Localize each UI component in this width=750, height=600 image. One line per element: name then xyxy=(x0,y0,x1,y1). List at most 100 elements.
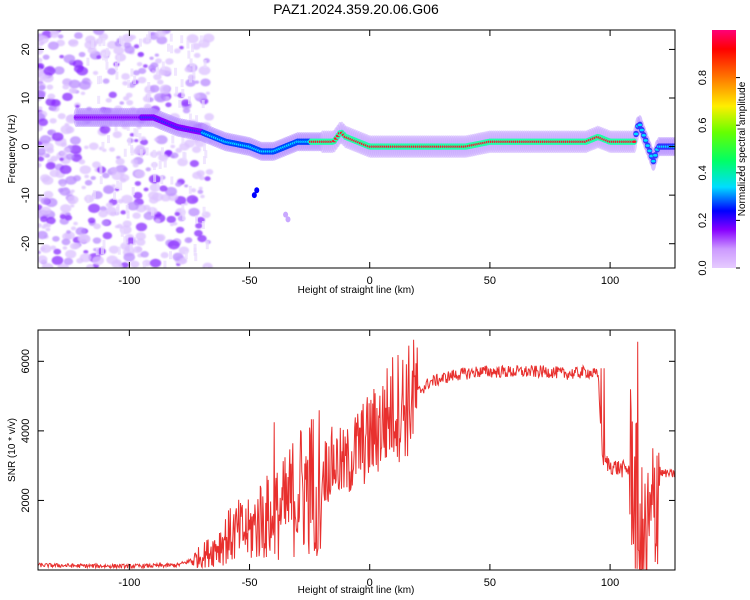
noise-blob xyxy=(57,113,66,120)
noise-haze xyxy=(180,79,184,88)
noise-haze xyxy=(101,141,105,150)
noise-blob xyxy=(149,84,160,93)
noise-haze xyxy=(120,228,124,237)
noise-haze xyxy=(174,67,178,76)
noise-blob xyxy=(84,174,90,179)
noise-haze xyxy=(182,212,186,221)
noise-blob xyxy=(84,179,93,186)
noise-haze xyxy=(147,82,151,91)
noise-haze xyxy=(201,100,205,109)
noise-blob xyxy=(155,58,162,64)
noise-blob xyxy=(186,34,199,44)
colorbar: 0.0 0.2 0.4 0.6 0.8 Normalized spectral ampl… xyxy=(697,30,748,276)
noise-blob xyxy=(149,32,155,36)
noise-blob xyxy=(115,158,125,166)
noise-blob xyxy=(190,188,197,193)
noise-blob xyxy=(68,40,76,46)
noise-haze xyxy=(104,53,108,62)
noise-blob xyxy=(63,257,74,266)
noise-blob xyxy=(149,56,154,60)
snr-xtick-label: -50 xyxy=(242,577,258,589)
noise-blob xyxy=(40,174,51,183)
noise-haze xyxy=(186,40,190,49)
noise-haze xyxy=(102,37,106,46)
noise-blob xyxy=(45,227,51,232)
noise-blob xyxy=(154,218,161,224)
noise-blob xyxy=(154,92,166,103)
noise-blob xyxy=(184,66,192,73)
noise-haze xyxy=(86,57,90,66)
noise-haze xyxy=(138,133,142,142)
noise-haze xyxy=(192,72,196,81)
noise-haze xyxy=(195,215,199,224)
noise-haze xyxy=(184,251,188,260)
noise-blob xyxy=(38,156,45,162)
noise-blob xyxy=(149,258,162,268)
noise-blob xyxy=(136,144,145,151)
noise-haze xyxy=(99,165,103,174)
noise-blob xyxy=(204,176,211,182)
noise-blob xyxy=(139,139,149,146)
noise-blob xyxy=(185,78,196,87)
noise-blob xyxy=(102,231,113,240)
noise-haze xyxy=(130,68,134,77)
noise-blob xyxy=(170,144,176,149)
noise-blob xyxy=(160,252,169,259)
noise-blob xyxy=(45,223,52,228)
noise-blob xyxy=(200,194,205,199)
noise-blob xyxy=(125,92,133,98)
noise-blob xyxy=(59,164,72,175)
noise-blob xyxy=(111,171,124,181)
noise-blob xyxy=(197,234,207,243)
noise-haze xyxy=(127,137,131,146)
noise-haze xyxy=(204,150,208,159)
noise-blob xyxy=(70,226,77,231)
noise-blob xyxy=(76,258,84,264)
noise-haze xyxy=(187,96,191,105)
noise-blob xyxy=(159,185,168,192)
ridge-core xyxy=(645,144,650,147)
noise-blob xyxy=(133,191,143,199)
noise-blob xyxy=(79,165,92,175)
noise-blob xyxy=(121,33,134,43)
noise-blob xyxy=(96,55,102,60)
noise-blob xyxy=(130,158,138,165)
noise-blob xyxy=(38,118,49,127)
noise-blob xyxy=(179,257,188,264)
noise-haze xyxy=(119,182,123,191)
noise-blob xyxy=(64,214,73,221)
noise-blob xyxy=(142,64,148,68)
noise-blob xyxy=(63,54,76,64)
noise-blob xyxy=(68,79,81,89)
noise-blob xyxy=(38,250,41,255)
noise-blob xyxy=(118,264,124,268)
noise-blob xyxy=(124,45,135,54)
noise-haze xyxy=(170,45,174,54)
noise-blob xyxy=(105,97,112,103)
noise-haze xyxy=(205,266,209,268)
noise-blob xyxy=(155,30,167,38)
noise-haze xyxy=(188,113,192,122)
colorbar-tick-label: 0.2 xyxy=(697,213,709,228)
noise-blob xyxy=(65,153,75,160)
noise-haze xyxy=(116,204,120,213)
noise-haze xyxy=(202,143,206,152)
ridge-fragment xyxy=(254,187,260,194)
noise-blob xyxy=(38,84,46,91)
noise-blob xyxy=(62,84,70,90)
noise-blob xyxy=(136,62,143,67)
noise-blob xyxy=(205,91,210,95)
noise-haze xyxy=(97,95,101,104)
noise-haze xyxy=(161,61,165,70)
noise-blob xyxy=(50,30,60,35)
spectrogram-xlabel: Height of straight line (km) xyxy=(298,285,415,296)
noise-blob xyxy=(69,136,81,145)
noise-haze xyxy=(129,243,133,252)
noise-blob xyxy=(137,51,144,57)
noise-haze xyxy=(189,74,193,83)
noise-blob xyxy=(108,245,120,254)
noise-blob xyxy=(38,78,44,83)
noise-haze xyxy=(181,135,185,144)
ridge-fragment xyxy=(285,216,291,223)
